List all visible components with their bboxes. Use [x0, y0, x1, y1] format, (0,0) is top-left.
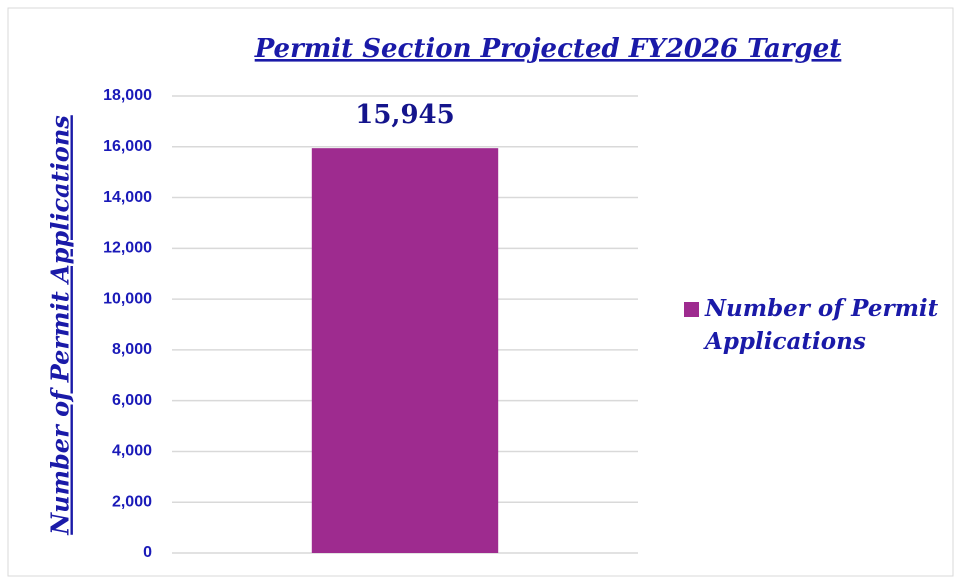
y-tick-label: 4,000: [112, 443, 152, 460]
y-tick-label: 10,000: [103, 290, 152, 307]
legend-label: Number of Permit Applications: [705, 295, 939, 355]
chart-border: [7, 7, 954, 577]
legend: Number of Permit Applications: [684, 292, 954, 358]
bar: [311, 148, 499, 553]
legend-swatch: [684, 302, 699, 317]
y-axis-label: Number of Permit Applications: [46, 115, 75, 536]
y-tick-label: 8,000: [112, 341, 152, 358]
chart-title: Permit Section Projected FY2026 Target: [254, 34, 842, 64]
y-tick-label: 6,000: [112, 392, 152, 409]
y-tick-label: 0: [143, 544, 152, 561]
y-tick-label: 16,000: [103, 138, 152, 155]
y-tick-label: 18,000: [103, 87, 152, 104]
y-tick-label: 2,000: [112, 493, 152, 510]
y-tick-label: 14,000: [103, 189, 152, 206]
data-label: 15,945: [355, 100, 455, 130]
y-tick-label: 12,000: [103, 240, 152, 257]
